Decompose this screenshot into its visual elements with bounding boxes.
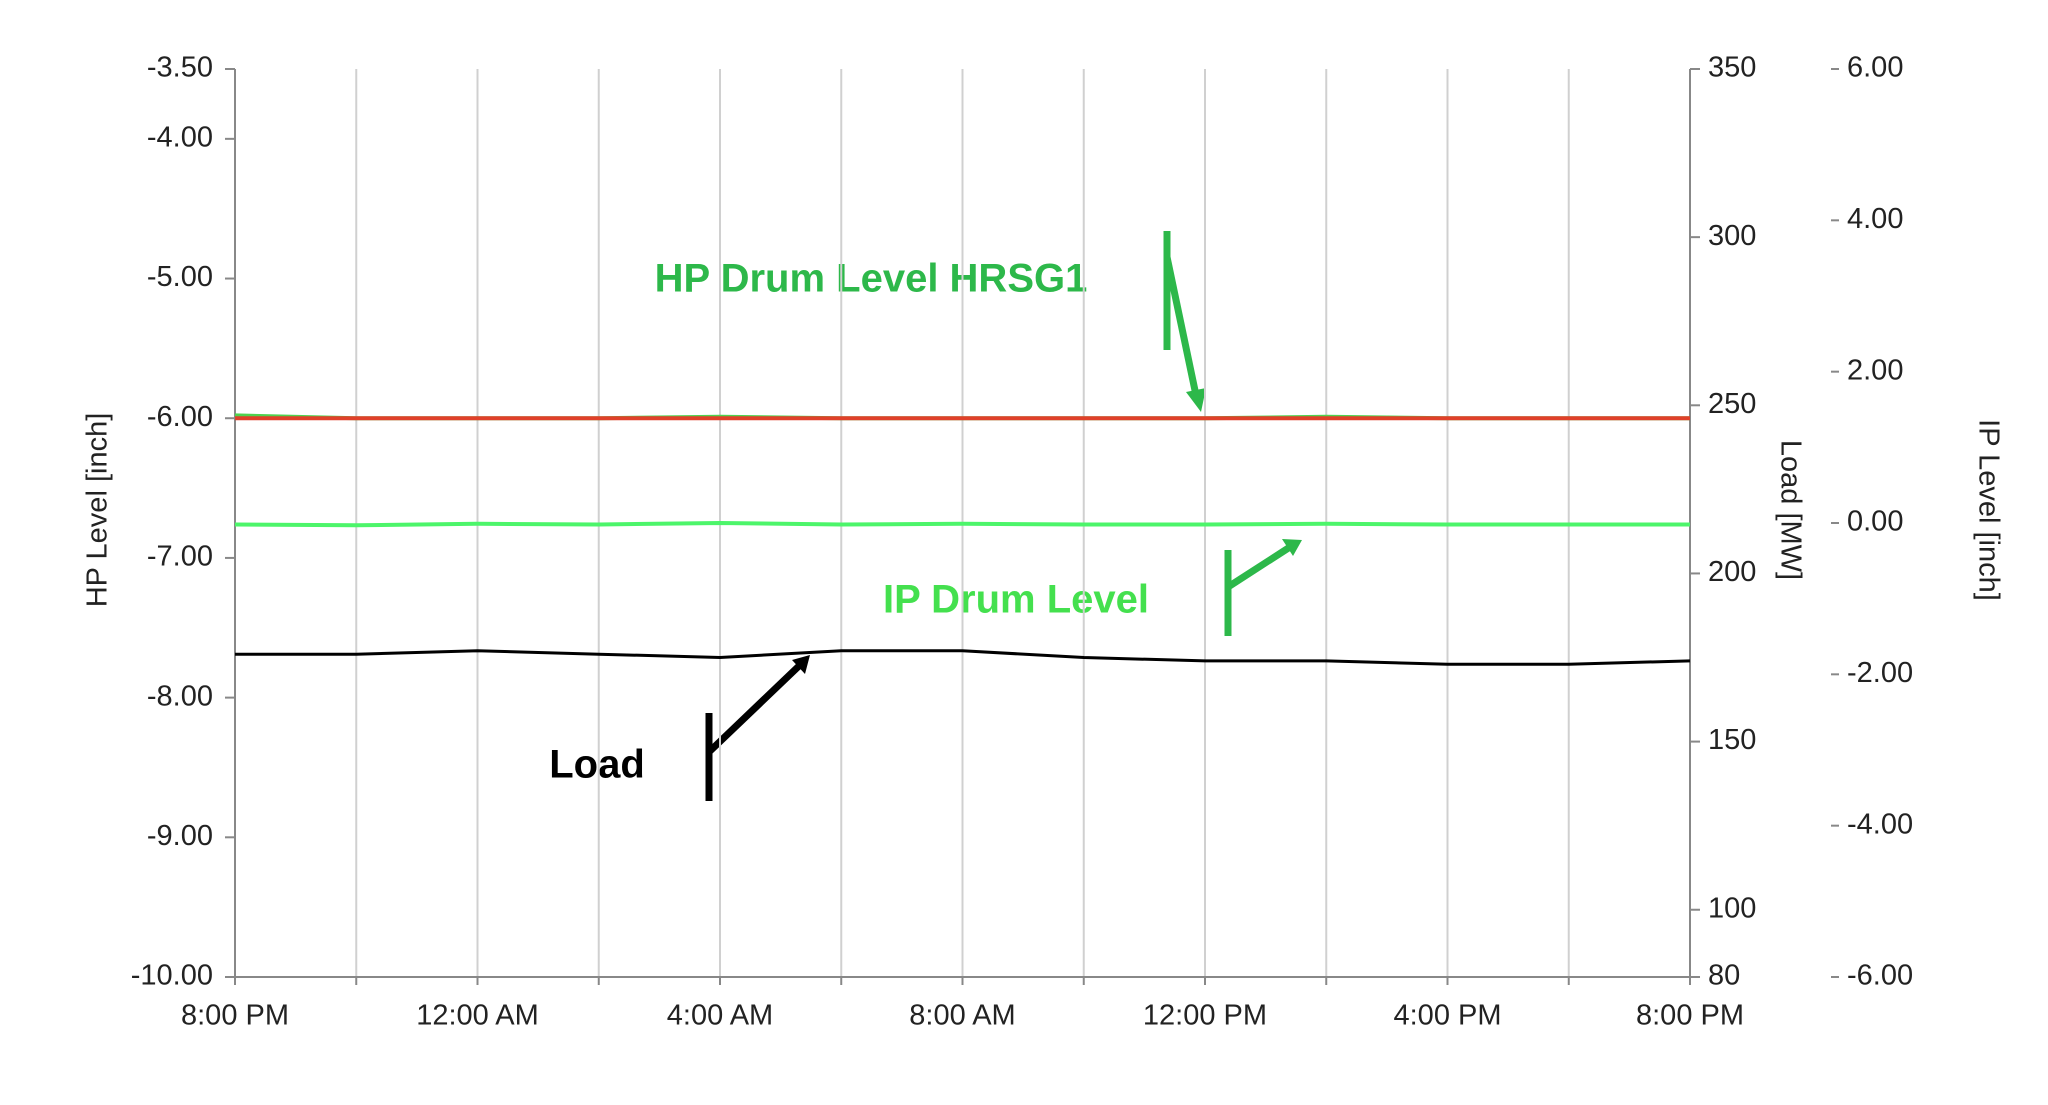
- y-tick-label: -5.00: [147, 261, 213, 293]
- y2-tick-label: 250: [1708, 388, 1756, 420]
- y2-tick-label: 80: [1708, 960, 1740, 992]
- arrow-head: [1186, 388, 1206, 412]
- y3-tick-label: 4.00: [1847, 203, 1903, 235]
- y3-tick-label: -2.00: [1847, 657, 1913, 689]
- x-tick-label: 12:00 AM: [416, 1000, 539, 1032]
- arrow-head: [1282, 539, 1302, 556]
- series-line: [234, 520, 1690, 528]
- y2-tick-label: 300: [1708, 220, 1756, 252]
- y3-tick-label: 2.00: [1847, 354, 1903, 386]
- y2-tick-label: 200: [1708, 556, 1756, 588]
- x-tick-label: 12:00 PM: [1143, 1000, 1267, 1032]
- annotation: Load: [549, 743, 645, 787]
- x-tick-label: 4:00 PM: [1394, 1000, 1502, 1032]
- x-tick-label: 4:00 AM: [667, 1000, 773, 1032]
- y2-tick-label: 150: [1708, 724, 1756, 756]
- arrow-head: [792, 655, 810, 674]
- y-tick-label: -7.00: [147, 541, 213, 573]
- y-tick-label: -8.00: [147, 680, 213, 712]
- y3-axis-title: IP Level [inch]: [1972, 419, 2004, 601]
- annotation-arrow: [1224, 544, 1292, 636]
- y-tick-label: -6.00: [147, 401, 213, 433]
- y3-tick-label: 0.00: [1847, 506, 1903, 538]
- y-tick-label: -3.50: [147, 52, 213, 84]
- y2-tick-label: 100: [1708, 892, 1756, 924]
- annotation-arrow: [1163, 231, 1201, 401]
- series-line: [235, 649, 1691, 666]
- x-tick-label: 8:00 AM: [909, 1000, 1015, 1032]
- y3-tick-label: -4.00: [1847, 808, 1913, 840]
- annotation: IP Drum Level: [883, 578, 1149, 622]
- y-tick-label: -4.00: [147, 122, 213, 154]
- y2-tick-label: 350: [1708, 52, 1756, 84]
- y2-axis-title: Load [MW]: [1774, 440, 1806, 580]
- annotation-arrow: [705, 662, 803, 801]
- y-axis-title: HP Level [inch]: [82, 413, 114, 608]
- annotation: HP Drum Level HRSG1: [655, 257, 1088, 301]
- x-tick-label: 8:00 PM: [181, 1000, 289, 1032]
- y-tick-label: -9.00: [147, 820, 213, 852]
- x-tick-label: 8:00 PM: [1636, 1000, 1744, 1032]
- y3-tick-label: 6.00: [1847, 52, 1903, 84]
- y3-tick-label: -6.00: [1847, 960, 1913, 992]
- y-tick-label: -10.00: [131, 960, 213, 992]
